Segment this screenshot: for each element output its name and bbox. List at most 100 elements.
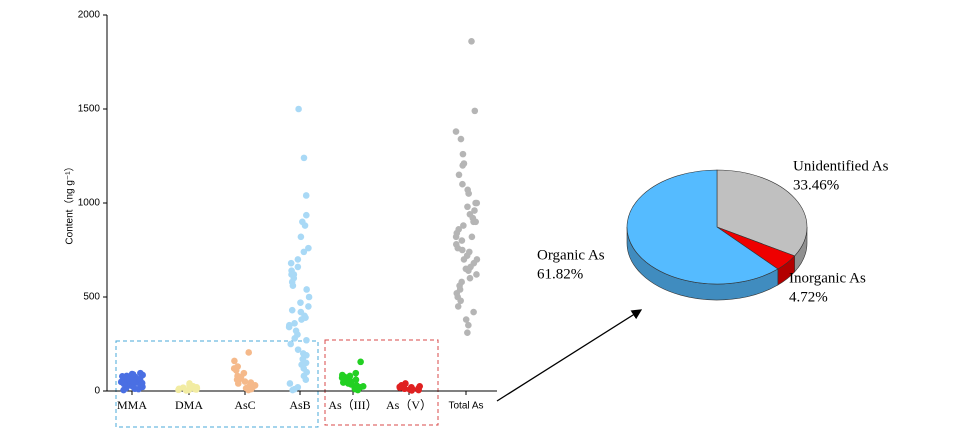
data-point: [454, 303, 462, 310]
data-point: [352, 369, 360, 377]
data-point: [472, 218, 479, 226]
data-point: [458, 237, 466, 244]
data-point: [303, 336, 310, 344]
data-point: [297, 233, 305, 241]
data-point: [408, 387, 416, 394]
data-point: [245, 386, 252, 394]
data-point: [466, 274, 474, 282]
data-point: [288, 306, 296, 314]
data-point: [302, 192, 310, 199]
data-point: [472, 199, 479, 207]
pie-value-label: 61.82%: [537, 266, 583, 282]
data-point: [473, 271, 480, 278]
data-point: [471, 107, 479, 115]
group-box: [115, 340, 319, 428]
data-point: [471, 207, 478, 214]
data-point: [291, 320, 298, 327]
data-point: [468, 233, 476, 241]
data-point: [289, 386, 296, 394]
data-point: [452, 128, 460, 135]
data-point: [129, 371, 137, 378]
data-point: [287, 259, 295, 267]
pie-slice: [626, 169, 779, 285]
data-point: [247, 379, 255, 386]
pie-label: Organic As: [537, 247, 605, 263]
pie-label: Unidentified As: [793, 158, 889, 174]
pie-value-label: 4.72%: [789, 289, 828, 305]
pie-label: Inorganic As: [789, 270, 866, 286]
data-point: [138, 379, 146, 387]
x-tick-label: As（III）: [328, 398, 377, 412]
x-tick-label: Total As: [448, 401, 483, 412]
data-point: [452, 233, 460, 241]
data-point: [294, 346, 302, 353]
data-point: [302, 359, 310, 367]
data-point: [289, 282, 297, 290]
data-point: [237, 373, 245, 381]
data-point: [352, 376, 360, 384]
x-tick-label: AsB: [289, 398, 310, 412]
data-point: [295, 105, 302, 113]
data-point: [298, 316, 305, 323]
y-tick-label: 1500: [78, 104, 101, 115]
y-tick-label: 500: [83, 292, 100, 303]
pie-slice: [716, 169, 808, 257]
data-point: [291, 335, 299, 342]
data-point: [305, 293, 313, 301]
data-point: [457, 297, 464, 305]
data-point: [231, 357, 238, 365]
data-point: [131, 385, 139, 393]
x-tick-label: AsC: [234, 398, 255, 412]
data-point: [129, 377, 137, 385]
data-point: [459, 180, 466, 188]
data-point: [175, 386, 182, 394]
data-point: [287, 340, 295, 348]
data-point: [303, 286, 310, 293]
data-point: [302, 376, 310, 384]
data-point: [354, 386, 362, 394]
data-point: [457, 135, 465, 143]
data-point: [357, 358, 364, 366]
data-point: [459, 162, 466, 169]
data-point: [294, 263, 302, 271]
data-point: [120, 386, 127, 394]
x-tick-label: MMA: [117, 398, 147, 412]
data-point: [339, 371, 346, 379]
data-point: [462, 265, 470, 273]
y-tick-label: 1000: [78, 198, 101, 209]
y-tick-label: 2000: [78, 10, 101, 21]
data-point: [119, 373, 126, 380]
data-point: [300, 154, 308, 162]
data-point: [294, 256, 302, 263]
data-point: [460, 256, 468, 263]
data-point: [465, 321, 472, 329]
data-point: [464, 203, 471, 211]
data-point: [193, 386, 200, 393]
pie-value-label: 33.46%: [793, 177, 839, 193]
data-point: [459, 246, 466, 254]
data-point: [303, 211, 310, 219]
data-point: [286, 321, 293, 329]
data-point: [455, 171, 463, 179]
data-point: [460, 222, 467, 229]
data-point: [299, 350, 307, 357]
data-point: [305, 244, 312, 252]
x-tick-label: DMA: [175, 398, 203, 412]
data-point: [301, 222, 309, 229]
data-point: [396, 383, 403, 391]
data-point: [117, 378, 125, 386]
data-point: [305, 303, 312, 310]
data-point: [230, 365, 238, 372]
x-tick-label: As（V）: [386, 398, 432, 412]
data-point: [245, 349, 253, 356]
data-point: [465, 190, 472, 197]
data-point: [459, 150, 467, 158]
data-point: [468, 38, 475, 45]
data-point: [241, 378, 249, 385]
data-point: [290, 271, 298, 278]
data-point: [297, 299, 304, 306]
y-tick-label: 0: [94, 386, 100, 397]
data-point: [286, 380, 294, 387]
